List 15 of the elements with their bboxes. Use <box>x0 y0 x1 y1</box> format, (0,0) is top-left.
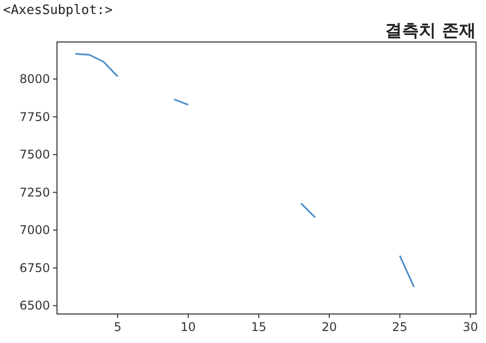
x-tick-label: 25 <box>392 320 408 334</box>
x-tick-label: 15 <box>251 320 266 334</box>
y-tick-label: 7250 <box>19 185 50 200</box>
x-tick-label: 10 <box>180 320 196 334</box>
y-tick-label: 8000 <box>19 72 50 86</box>
chart-title: 결측치 존재 <box>385 21 476 41</box>
x-tick-label: 30 <box>462 320 478 334</box>
y-tick-label: 7000 <box>19 223 50 238</box>
x-tick-label: 5 <box>114 320 122 334</box>
y-tick-label: 6500 <box>19 298 50 313</box>
y-tick-label: 7750 <box>19 110 50 124</box>
text: <AxesSubplot:> <box>3 3 113 18</box>
y-tick-label: 7500 <box>19 148 50 162</box>
y-tick-label: 6750 <box>19 260 50 275</box>
x-tick-label: 20 <box>322 320 337 334</box>
